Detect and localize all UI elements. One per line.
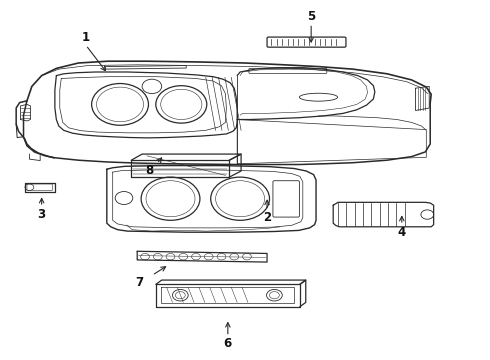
Text: 1: 1: [82, 31, 90, 44]
Text: 3: 3: [38, 208, 46, 221]
Text: 2: 2: [263, 211, 271, 224]
Text: 7: 7: [136, 276, 144, 289]
Text: 4: 4: [398, 226, 406, 239]
Text: 6: 6: [224, 337, 232, 350]
Text: 8: 8: [146, 165, 153, 177]
Text: 5: 5: [307, 10, 315, 23]
